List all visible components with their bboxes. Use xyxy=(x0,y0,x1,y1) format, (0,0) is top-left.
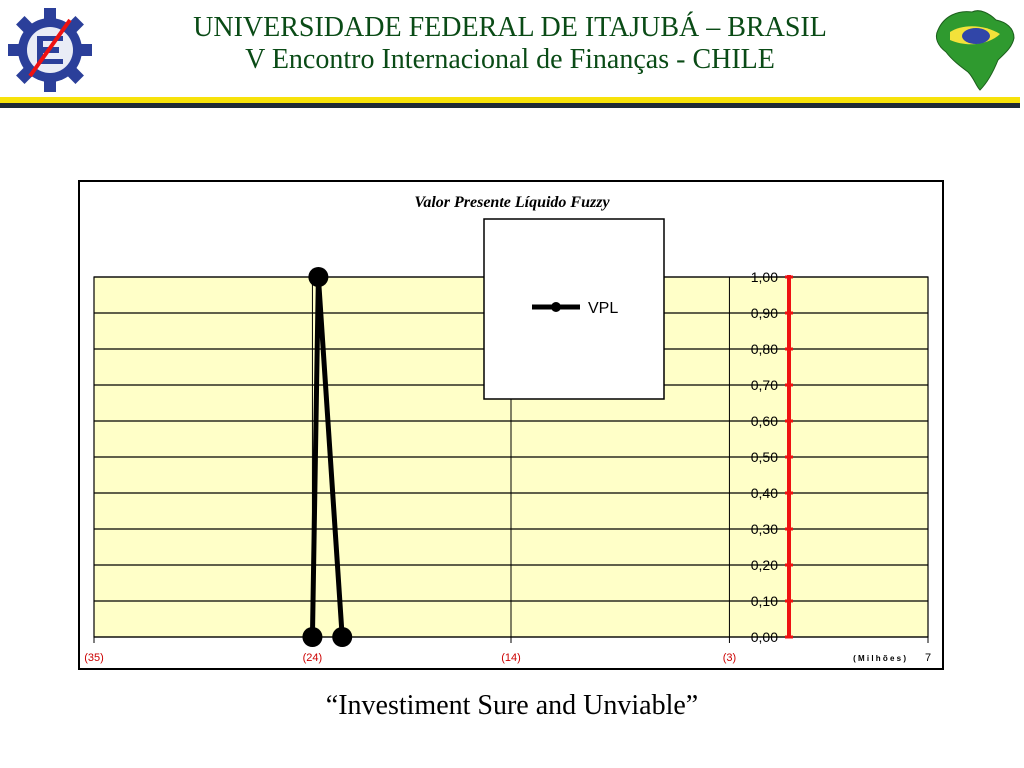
slide-caption: “Investiment Sure and Unviable” xyxy=(325,690,699,721)
legend-label-vpl: VPL xyxy=(588,300,618,317)
unifei-gear-logo-icon xyxy=(6,4,94,92)
x-tick-label: (24) xyxy=(303,652,323,664)
header-rule-yellow xyxy=(0,97,1020,103)
x-tick-label: (14) xyxy=(501,652,521,664)
y-tick-label: 0,50 xyxy=(751,449,778,465)
y-tick-label: 0,70 xyxy=(751,377,778,393)
vpl-fuzzy-chart: Valor Presente Líquido Fuzzy (35) (24) (14… xyxy=(84,194,931,664)
chart-frame: Valor Presente Líquido Fuzzy (35) (24) (14… xyxy=(78,180,944,670)
header-rule-dark xyxy=(0,103,1020,108)
chart-legend: VPL xyxy=(483,218,665,400)
x-unit-label: ( M i l h õ e s ) xyxy=(853,654,906,663)
header-line-1: UNIVERSIDADE FEDERAL DE ITAJUBÁ – BRASIL xyxy=(193,12,827,43)
y-tick-label: 0,30 xyxy=(751,521,778,537)
legend-marker-vpl xyxy=(551,302,561,312)
chart-title: Valor Presente Líquido Fuzzy xyxy=(414,194,610,211)
y-tick-label: 0,20 xyxy=(751,557,778,573)
x-tick-label: 7 xyxy=(925,652,931,664)
header-title: UNIVERSIDADE FEDERAL DE ITAJUBÁ – BRASIL… xyxy=(120,12,900,76)
data-point xyxy=(302,627,323,647)
y-tick-label: 0,60 xyxy=(751,413,778,429)
y-tick-label: 0,40 xyxy=(751,485,778,501)
y-tick-label: 1,00 xyxy=(751,269,778,285)
y-tick-label: 0,10 xyxy=(751,593,778,609)
x-tick-label: (35) xyxy=(84,652,104,664)
y-tick-label: 0,00 xyxy=(751,629,778,645)
x-tick-label: (3) xyxy=(723,652,736,664)
brazil-map-icon xyxy=(928,2,1020,94)
data-point xyxy=(308,267,329,287)
y-tick-label: 0,90 xyxy=(751,305,778,321)
data-point xyxy=(332,627,353,647)
y-tick-label: 0,80 xyxy=(751,341,778,357)
header-line-2: V Encontro Internacional de Finanças - C… xyxy=(245,44,775,75)
